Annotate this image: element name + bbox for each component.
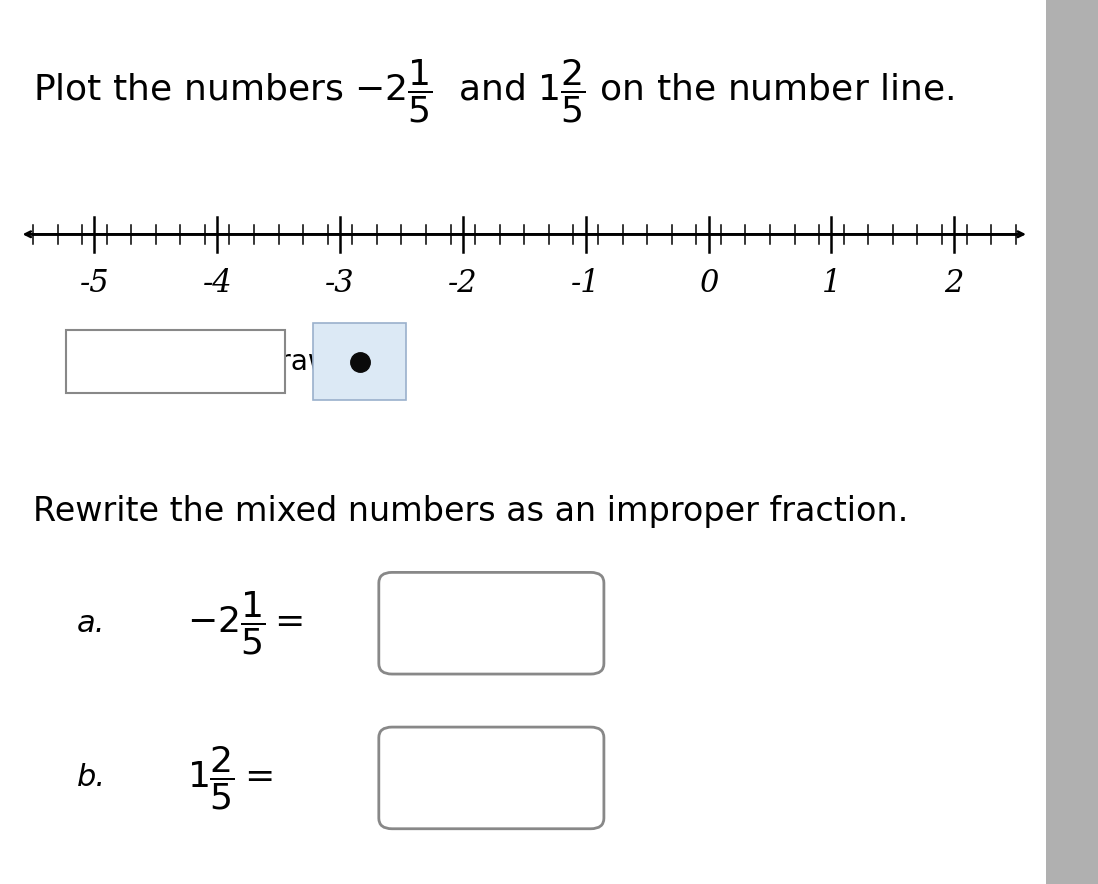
FancyBboxPatch shape [313, 323, 406, 400]
Text: Plot the numbers $-2\dfrac{1}{5}$  and $1\dfrac{2}{5}$ on the number line.: Plot the numbers $-2\dfrac{1}{5}$ and $1… [33, 57, 954, 125]
Text: -1: -1 [571, 268, 601, 299]
FancyBboxPatch shape [66, 330, 285, 393]
Text: b.: b. [77, 764, 107, 792]
Text: -3: -3 [325, 268, 355, 299]
Text: 1: 1 [821, 268, 841, 299]
Text: 0: 0 [698, 268, 718, 299]
FancyBboxPatch shape [379, 727, 604, 829]
Text: $1\dfrac{2}{5}=$: $1\dfrac{2}{5}=$ [187, 744, 272, 812]
Text: -5: -5 [79, 268, 109, 299]
Text: $-2\dfrac{1}{5}=$: $-2\dfrac{1}{5}=$ [187, 590, 303, 657]
FancyBboxPatch shape [1046, 0, 1098, 884]
Text: -4: -4 [202, 268, 232, 299]
Text: 2: 2 [944, 268, 964, 299]
Text: Rewrite the mixed numbers as an improper fraction.: Rewrite the mixed numbers as an improper… [33, 495, 908, 528]
FancyBboxPatch shape [379, 573, 604, 674]
Text: -2: -2 [448, 268, 478, 299]
Text: Clear All: Clear All [100, 347, 216, 376]
Text: a.: a. [77, 609, 105, 637]
Text: Draw:: Draw: [258, 347, 338, 376]
